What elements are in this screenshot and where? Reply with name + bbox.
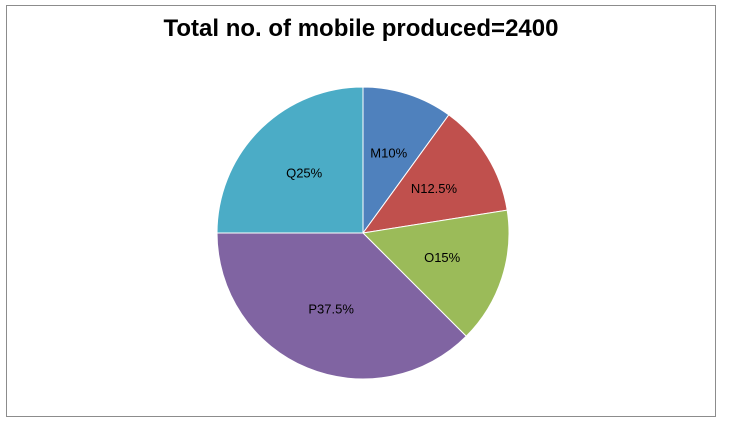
pie-slice-0 bbox=[362, 86, 450, 235]
pie-chart: M10% N12.5% O15% P37.5% Q25% bbox=[216, 86, 510, 380]
chart-frame: Total no. of mobile produced=2400 M10% N1… bbox=[6, 5, 716, 417]
pie-slice-3 bbox=[216, 232, 467, 380]
pie-slice-label-3: P37.5% bbox=[308, 301, 354, 316]
pie-slice-label-4: Q25% bbox=[286, 166, 323, 181]
pie-slice-label-0: M10% bbox=[370, 145, 407, 160]
chart-title: Total no. of mobile produced=2400 bbox=[163, 15, 559, 42]
pie-slice-label-2: O15% bbox=[424, 250, 461, 265]
pie-slice-4 bbox=[216, 86, 364, 234]
pie-slice-1 bbox=[361, 114, 508, 234]
pie-slice-label-1: N12.5% bbox=[411, 181, 458, 196]
pie-slice-2 bbox=[361, 209, 510, 337]
